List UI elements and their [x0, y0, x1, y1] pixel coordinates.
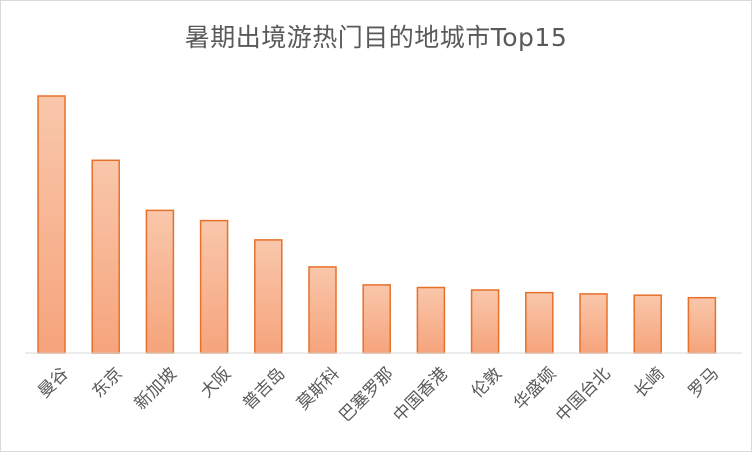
bar-6 [362, 284, 391, 354]
x-tick-label: 大阪 [197, 364, 235, 402]
x-tick-label: 罗马 [685, 364, 723, 402]
bar-10 [579, 293, 608, 354]
bar-3 [199, 219, 229, 354]
chart-title: 暑期出境游热门目的地城市Top15 [184, 23, 568, 52]
bar-5 [308, 266, 337, 354]
x-tick-label: 中国香港 [390, 364, 452, 426]
x-tick-label: 东京 [89, 364, 127, 402]
bar-11 [633, 294, 662, 354]
bar-2 [145, 209, 175, 354]
bar-0 [37, 95, 66, 354]
x-tick-label: 伦敦 [468, 364, 506, 402]
x-tick-label: 莫斯科 [293, 364, 343, 414]
x-tick-label: 巴塞罗那 [335, 364, 397, 426]
x-tick-label: 普吉岛 [239, 364, 289, 414]
bar-12 [687, 296, 717, 354]
bar-1 [91, 159, 120, 354]
bar-9 [525, 291, 554, 354]
bars-layer [37, 95, 717, 354]
bar-4 [254, 239, 283, 354]
x-tick-label: 中国台北 [552, 364, 614, 426]
x-tick-label: 曼谷 [34, 364, 72, 402]
x-tick-label: 新加坡 [131, 364, 181, 414]
x-tick-label: 华盛顿 [510, 364, 560, 414]
x-tick-label: 长崎 [631, 364, 669, 402]
bar-7 [416, 286, 446, 354]
bar-8 [470, 289, 500, 354]
